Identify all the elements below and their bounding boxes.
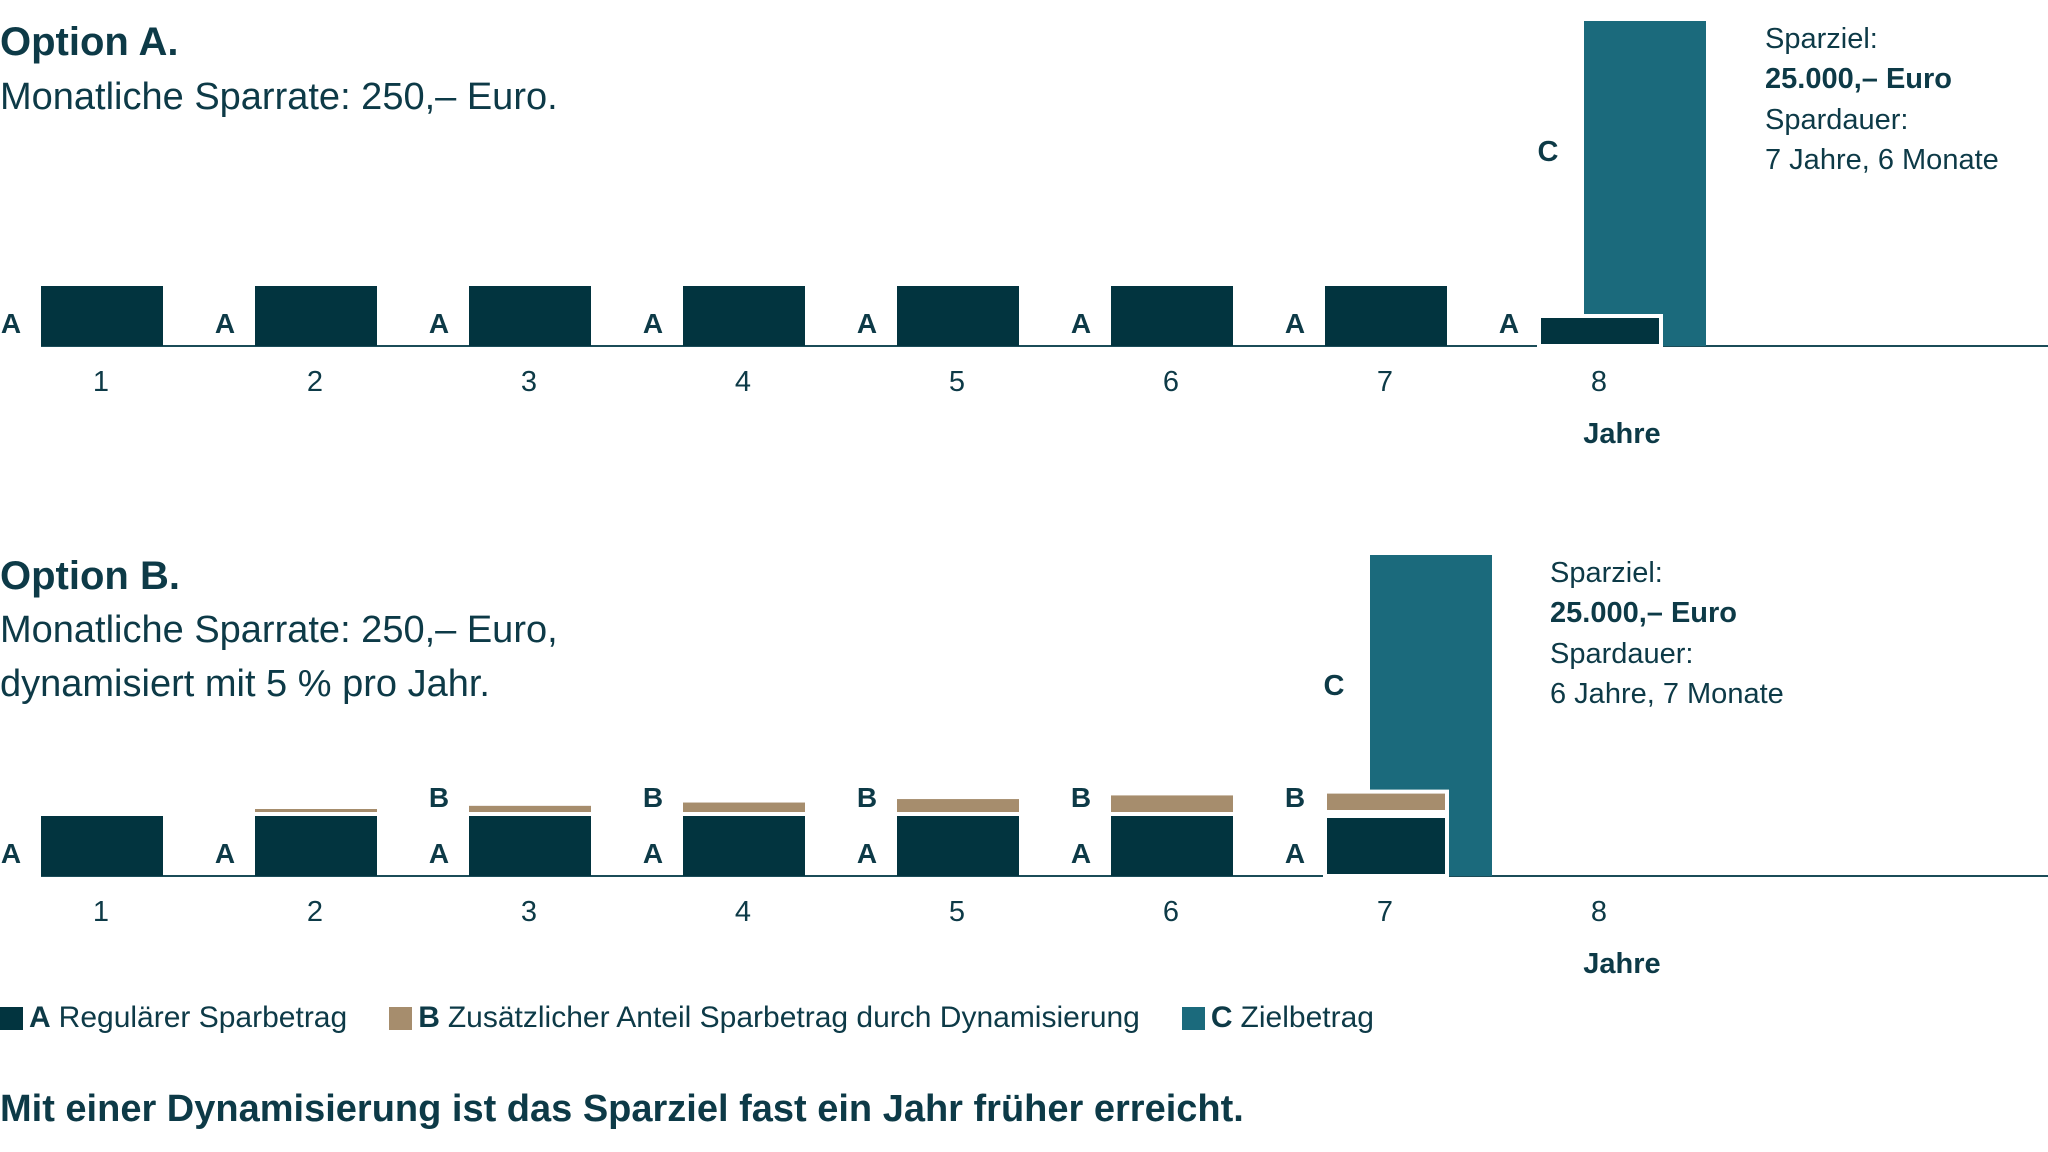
bar-b-year-7 (1323, 789, 1449, 815)
bar-a-year-6 (1111, 286, 1233, 346)
x-tick-year-7: 7 (1377, 366, 1393, 398)
bar-a-label-year-7: A (1285, 838, 1305, 869)
bar-a-label-year-6: A (1071, 838, 1091, 869)
x-tick-year-7: 7 (1377, 896, 1393, 928)
x-tick-year-6: 6 (1163, 896, 1179, 928)
bar-c-target (1584, 21, 1706, 346)
bar-a-label-year-8: A (1499, 308, 1519, 339)
legend-item-b: B Zusätzlicher Anteil Sparbetrag durch D… (389, 1001, 1140, 1035)
x-tick-year-4: 4 (735, 366, 751, 398)
bar-a-label-year-6: A (1071, 308, 1091, 339)
bar-b-year-5 (897, 799, 1019, 812)
annotation-goal-value: 25.000,– Euro (1550, 597, 1737, 629)
x-tick-year-1: 1 (93, 366, 109, 398)
bar-a-year-4 (683, 286, 805, 346)
annotation-duration-value: 6 Jahre, 7 Monate (1550, 678, 1784, 710)
option-b-title: Option B. (0, 554, 180, 598)
x-tick-year-5: 5 (949, 896, 965, 928)
x-tick-year-5: 5 (949, 366, 965, 398)
x-tick-year-3: 3 (521, 896, 537, 928)
x-tick-year-8: 8 (1591, 366, 1607, 398)
bar-a-label-year-4: A (643, 838, 663, 869)
bar-a-year-1 (41, 816, 163, 876)
bar-a-label-year-3: A (429, 838, 449, 869)
bar-a-year-7 (1323, 814, 1449, 878)
bar-a-label-year-1: A (1, 308, 21, 339)
bar-a-label-year-3: A (429, 308, 449, 339)
bar-a-year-6 (1111, 816, 1233, 876)
bar-a-year-8 (1537, 314, 1663, 348)
legend-label-b: Zusätzlicher Anteil Sparbetrag durch Dyn… (447, 1001, 1140, 1034)
bar-a-year-4 (683, 816, 805, 876)
legend-key-a: A (29, 1001, 51, 1034)
bar-a-year-1 (41, 286, 163, 346)
bar-a-label-year-2: A (215, 838, 235, 869)
legend: A Regulärer Sparbetrag B Zusätzlicher An… (0, 1001, 1416, 1035)
bar-a-year-5 (897, 286, 1019, 346)
x-tick-year-3: 3 (521, 366, 537, 398)
bar-b-label-year-6: B (1071, 782, 1091, 813)
option-a-title: Option A. (0, 20, 179, 64)
x-tick-year-1: 1 (93, 896, 109, 928)
legend-key-c: C (1210, 1001, 1233, 1034)
annotation-duration-label: Spardauer: (1550, 638, 1694, 670)
option-b-subtitle-line-2: dynamisiert mit 5 % pro Jahr. (0, 663, 490, 705)
bar-b-label-year-5: B (857, 782, 877, 813)
legend-swatch-b (389, 1006, 413, 1030)
bar-b-year-6 (1111, 795, 1233, 812)
bar-a-year-2 (255, 286, 377, 346)
legend-label-c: Zielbetrag (1240, 1001, 1374, 1034)
bar-a-year-7 (1325, 286, 1447, 346)
x-axis-title: Jahre (1583, 948, 1660, 980)
option-b-subtitle-line-1: Monatliche Sparrate: 250,– Euro, (0, 609, 558, 651)
bar-b-year-4 (683, 802, 805, 812)
legend-label-a: Regulärer Sparbetrag (58, 1001, 348, 1034)
annotation-goal-label: Sparziel: (1765, 23, 1878, 55)
annotation-goal-label: Sparziel: (1550, 557, 1663, 589)
x-tick-year-2: 2 (307, 896, 323, 928)
bar-b-label-year-4: B (643, 782, 663, 813)
bar-b-label-year-7: B (1285, 782, 1305, 813)
bar-c-label: C (1538, 136, 1559, 168)
legend-key-b: B (418, 1001, 440, 1034)
annotation-goal-value: 25.000,– Euro (1765, 63, 1952, 95)
bar-b-year-3 (469, 805, 591, 812)
annotation-duration-value: 7 Jahre, 6 Monate (1765, 144, 1999, 176)
x-axis-title: Jahre (1583, 418, 1660, 450)
x-tick-year-6: 6 (1163, 366, 1179, 398)
bar-a-label-year-5: A (857, 838, 877, 869)
legend-swatch-c (1181, 1006, 1205, 1030)
option-a-subtitle-line-1: Monatliche Sparrate: 250,– Euro. (0, 76, 558, 118)
annotation-duration-label: Spardauer: (1765, 104, 1909, 136)
bar-a-label-year-1: A (1, 838, 21, 869)
bar-a-year-2 (255, 816, 377, 876)
bar-a-label-year-5: A (857, 308, 877, 339)
bar-b-label-year-3: B (429, 782, 449, 813)
bar-a-year-5 (897, 816, 1019, 876)
bar-a-label-year-2: A (215, 308, 235, 339)
bar-b-year-2 (255, 809, 377, 812)
legend-item-c: C Zielbetrag (1181, 1001, 1374, 1035)
legend-swatch-a (0, 1006, 23, 1030)
bar-a-label-year-4: A (643, 308, 663, 339)
footer-conclusion: Mit einer Dynamisierung ist das Sparziel… (0, 1088, 1244, 1130)
x-tick-year-4: 4 (735, 896, 751, 928)
bar-c-label: C (1324, 670, 1345, 702)
x-tick-year-2: 2 (307, 366, 323, 398)
option-a-chart: A 1 A 2 A 3 A 4 A 5 A 6 A 7 A 8 C Jahre Sparziel: 25.000,– … (1, 21, 2048, 450)
bar-a-year-3 (469, 816, 591, 876)
bar-a-year-3 (469, 286, 591, 346)
x-tick-year-8: 8 (1591, 896, 1607, 928)
legend-item-a: A Regulärer Sparbetrag (0, 1001, 347, 1035)
bar-a-label-year-7: A (1285, 308, 1305, 339)
